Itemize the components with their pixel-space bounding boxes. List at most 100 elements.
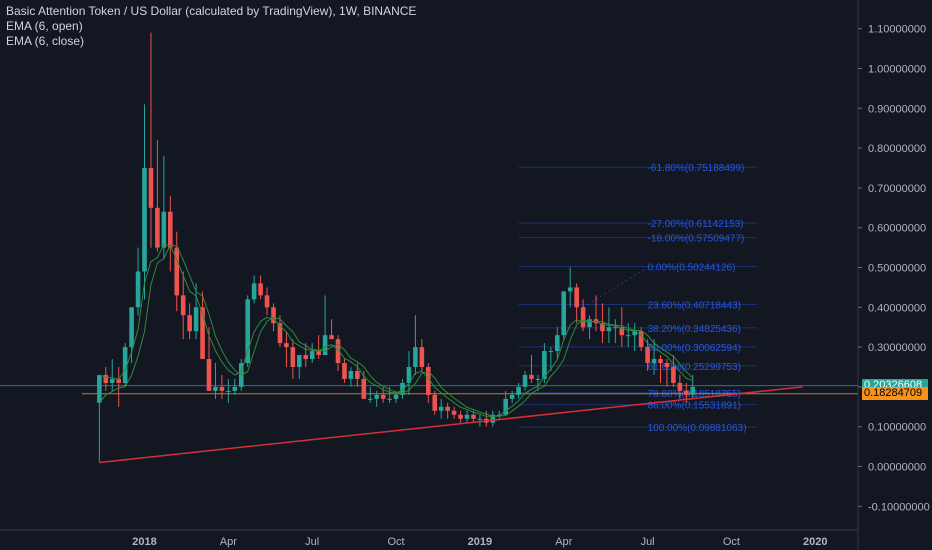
candle-body xyxy=(213,386,218,391)
candle-body xyxy=(625,335,631,337)
trendline-group xyxy=(99,386,803,464)
candle-body xyxy=(322,335,328,356)
candle-body xyxy=(309,351,315,360)
candle-body xyxy=(522,374,528,387)
candle-body xyxy=(251,283,257,300)
candle-body xyxy=(406,367,412,383)
candle-body xyxy=(393,394,399,399)
x-tick-label: Jul xyxy=(305,536,319,548)
candle-body xyxy=(413,347,418,367)
candle-body xyxy=(567,287,573,292)
fib-level-label: -18.00%(0.57509477) xyxy=(648,234,745,245)
y-tick-label: 0.40000000 xyxy=(868,302,926,314)
candle-body xyxy=(426,367,431,395)
chart-legend: Basic Attention Token / US Dollar (calcu… xyxy=(6,4,416,49)
candle-body xyxy=(290,347,296,367)
candle-body xyxy=(367,398,373,400)
candle-body xyxy=(490,414,496,423)
candle-body xyxy=(258,283,263,296)
y-tick-label: 0.80000000 xyxy=(868,143,926,155)
fib-level-label: 50.00%(0.30062594) xyxy=(648,343,741,354)
candle-body xyxy=(600,323,605,332)
candle-body xyxy=(297,355,302,367)
candle-body xyxy=(122,347,128,383)
x-tick-label: Jul xyxy=(641,536,655,548)
candle-body xyxy=(555,335,560,352)
candle-body xyxy=(348,370,354,379)
x-tick-label: 2020 xyxy=(803,536,827,548)
candle-body xyxy=(219,386,225,391)
y-tick-label: 0.10000000 xyxy=(868,422,926,434)
candle-body xyxy=(335,339,341,364)
y-tick-label: 0.70000000 xyxy=(868,183,926,195)
candle-body xyxy=(432,394,438,411)
candle-body xyxy=(193,307,199,332)
candle-body xyxy=(174,247,180,296)
candle-body xyxy=(264,295,270,308)
candle-body xyxy=(503,398,508,415)
fib-level-label: -61.80%(0.75188499) xyxy=(648,163,745,174)
candle-body xyxy=(664,363,670,367)
candle-body xyxy=(155,207,160,248)
candle-body xyxy=(303,355,309,360)
candle-body xyxy=(580,307,586,328)
candle-body xyxy=(342,363,347,379)
fib-level-label: 100.00%(0.09881063) xyxy=(648,423,747,434)
alert-price-tag: 0.18284709 xyxy=(862,387,928,401)
candle-body xyxy=(161,211,167,248)
candle-body xyxy=(548,351,554,353)
x-tick-label: Oct xyxy=(723,536,740,548)
candle-body xyxy=(561,291,567,336)
fib-level-label: 86.00%(0.15531891) xyxy=(648,401,741,412)
candle-body xyxy=(535,378,541,380)
candle-body xyxy=(168,211,173,248)
candle-body xyxy=(651,359,657,364)
candle-body xyxy=(355,370,360,379)
candle-body xyxy=(477,418,483,420)
candle-body xyxy=(271,307,276,324)
candle-body xyxy=(129,307,134,348)
y-tick-label: 0.60000000 xyxy=(868,223,926,235)
ema-lines xyxy=(98,243,694,418)
candle-body xyxy=(613,327,618,329)
x-tick-label: 2018 xyxy=(132,536,156,548)
candle-body xyxy=(516,386,521,395)
fib-level-label: 38.20%(0.34825436) xyxy=(648,324,741,335)
candle-body xyxy=(329,335,334,340)
ema-close-line xyxy=(99,243,693,418)
candle-body xyxy=(677,382,683,391)
candle-body xyxy=(135,271,141,308)
candle-body xyxy=(206,359,212,391)
y-tick-label: -0.10000000 xyxy=(868,501,930,513)
candle-body xyxy=(245,299,250,364)
candle-body xyxy=(574,287,579,308)
candle-body xyxy=(458,414,463,419)
candle-body xyxy=(97,374,102,403)
x-tick-label: 2019 xyxy=(468,536,492,548)
legend-ema-open: EMA (6, open) xyxy=(6,19,83,33)
candle-body xyxy=(103,374,109,383)
x-tick-label: Oct xyxy=(387,536,404,548)
candle-body xyxy=(671,367,676,383)
candle-body xyxy=(619,327,625,336)
y-tick-label: 1.10000000 xyxy=(868,24,926,36)
legend-ema-close: EMA (6, close) xyxy=(6,34,85,48)
candle-body xyxy=(109,378,115,383)
candle-body xyxy=(226,390,231,392)
candle-body xyxy=(529,374,534,379)
candle-body xyxy=(380,394,386,399)
y-tick-label: 0.30000000 xyxy=(868,342,926,354)
candle-body xyxy=(509,394,515,399)
chart-title: Basic Attention Token / US Dollar (calcu… xyxy=(6,4,417,18)
candle-body xyxy=(361,378,367,399)
y-tick-label: 0.50000000 xyxy=(868,263,926,275)
candle-body xyxy=(684,390,689,395)
candle-body xyxy=(606,327,612,332)
candle-body xyxy=(690,386,696,395)
candle-body xyxy=(400,382,405,395)
candle-body xyxy=(471,414,476,419)
y-tick-label: 0.00000000 xyxy=(868,462,926,474)
candle-body xyxy=(419,347,425,367)
